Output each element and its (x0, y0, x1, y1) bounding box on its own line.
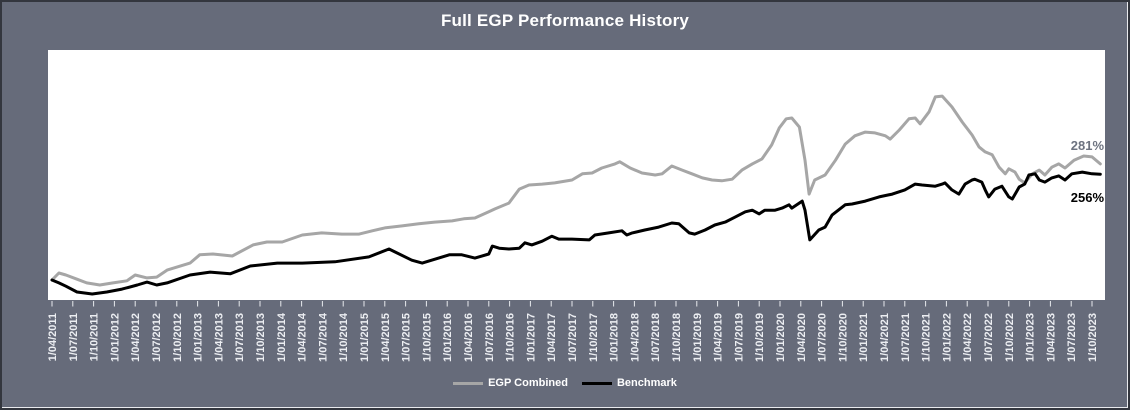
x-axis-label: 1/07/2013 (234, 313, 246, 362)
x-axis-label: 1/07/2017 (567, 313, 579, 362)
egp-combined-line-swatch (453, 381, 484, 385)
x-axis-label: 1/07/2020 (817, 313, 829, 362)
x-axis-label: 1/07/2021 (900, 313, 912, 362)
x-axis-label: 1/07/2012 (151, 313, 163, 362)
x-axis-label: 1/01/2023 (1025, 313, 1037, 362)
x-axis-label: 1/01/2018 (609, 313, 621, 362)
x-axis-label: 1/01/2022 (941, 313, 953, 362)
x-axis-label: 1/04/2023 (1045, 313, 1057, 362)
legend-item-benchmark: Benchmark (581, 377, 677, 389)
x-axis-label: 1/01/2019 (692, 313, 704, 362)
x-axis-label: 1/01/2016 (442, 313, 454, 362)
x-axis-label: 1/07/2022 (983, 313, 995, 362)
x-axis-label: 1/07/2011 (68, 313, 80, 361)
x-axis-label: 1/10/2017 (588, 313, 600, 362)
x-axis-label: 1/04/2015 (380, 313, 392, 362)
x-axis-label: 1/04/2011 (47, 313, 59, 361)
x-axis-label: 1/10/2015 (421, 313, 433, 362)
benchmark-line-swatch (581, 381, 612, 385)
x-axis-label: 1/04/2012 (130, 313, 142, 362)
legend-label-benchmark: Benchmark (616, 377, 677, 389)
x-axis-label: 1/04/2018 (629, 313, 641, 362)
x-axis-label: 1/04/2022 (962, 313, 974, 362)
x-axis-label: 1/01/2014 (276, 312, 288, 362)
x-axis-label: 1/10/2014 (338, 312, 350, 362)
x-axis-label: 1/04/2021 (879, 313, 891, 362)
legend-label-egp-combined: EGP Combined (488, 377, 568, 389)
x-axis-label: 1/04/2019 (713, 313, 725, 362)
x-axis-label: 1/07/2023 (1066, 313, 1078, 362)
benchmark-end-value-label: 256% (1070, 190, 1104, 205)
x-axis-label: 1/10/2012 (172, 313, 184, 362)
x-axis-label: 1/01/2015 (359, 313, 371, 362)
x-axis-label: 1/01/2013 (193, 313, 205, 362)
egp-end-value-label: 281% (1070, 138, 1104, 153)
x-axis-label: 1/10/2019 (754, 313, 766, 362)
x-axis-label: 1/10/2023 (1087, 313, 1099, 362)
x-axis-label: 1/10/2013 (255, 313, 267, 362)
x-axis-label: 1/04/2017 (546, 313, 558, 362)
x-axis-label: 1/01/2012 (109, 313, 121, 362)
x-axis-label: 1/07/2016 (484, 313, 496, 362)
x-axis-label: 1/10/2022 (1004, 313, 1016, 362)
x-axis-label: 1/07/2014 (317, 312, 329, 362)
x-axis-label: 1/01/2020 (775, 313, 787, 362)
chart-title: Full EGP Performance History (440, 11, 690, 30)
x-axis-label: 1/10/2016 (505, 313, 517, 362)
x-axis-label: 1/10/2018 (671, 313, 683, 362)
x-axis-label: 1/04/2013 (213, 313, 225, 362)
x-axis-label: 1/04/2014 (297, 312, 309, 362)
x-axis-label: 1/07/2015 (401, 313, 413, 362)
x-axis-label: 1/10/2020 (837, 313, 849, 362)
plot-area (48, 50, 1105, 300)
x-axis-label: 1/07/2019 (733, 313, 745, 362)
legend-item-egp-combined: EGP Combined (453, 377, 568, 389)
x-axis-label: 1/01/2021 (858, 313, 870, 362)
x-axis-label: 1/10/2011 (89, 313, 101, 361)
x-axis-label: 1/10/2021 (921, 313, 933, 362)
x-axis-label: 1/04/2016 (463, 313, 475, 362)
x-axis-label: 1/01/2017 (525, 313, 537, 362)
x-axis-label: 1/04/2020 (796, 313, 808, 362)
x-axis-label: 1/07/2018 (650, 313, 662, 362)
chart-legend: EGP Combined Benchmark (2, 377, 1128, 389)
